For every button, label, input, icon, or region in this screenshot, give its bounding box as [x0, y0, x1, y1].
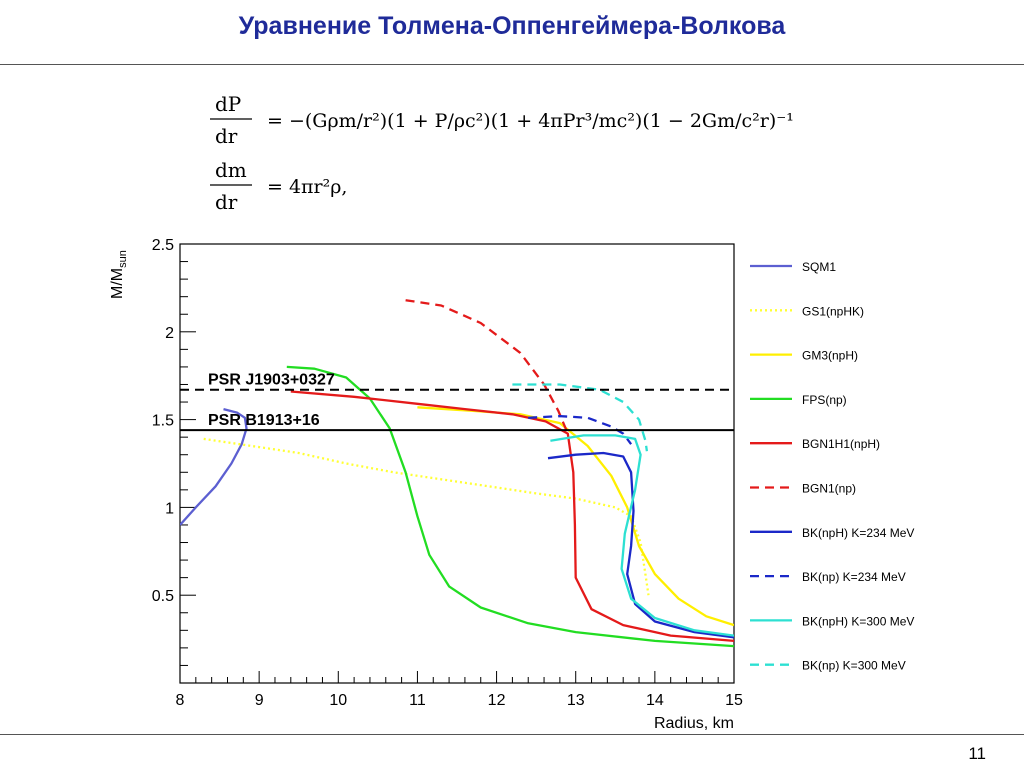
plot-frame — [179, 243, 735, 684]
legend-label-8: BK(np) K=234 MeV — [802, 570, 906, 584]
series-line-5 — [290, 390, 734, 643]
reference-line-label-1: PSR J1903+0327 — [208, 372, 335, 389]
eq1-rhs: = −(Gρm/r²)(1 + P/ρc²)(1 + 4πPr³/mc²)(1 … — [267, 110, 794, 132]
legend-label-5: BGN1H1(npH) — [802, 437, 880, 451]
x-axis-label: Radius, km — [654, 715, 734, 732]
x-tick-label: 15 — [725, 692, 743, 709]
x-tick-label: 13 — [567, 692, 585, 709]
x-tick-label: 9 — [255, 692, 264, 709]
legend-label-9: BK(npH) K=300 MeV — [802, 614, 914, 628]
eq1-lhs-den: dr — [215, 124, 238, 148]
x-tick-label: 8 — [176, 692, 185, 709]
series-line-7 — [547, 451, 734, 639]
legend-label-7: BK(npH) K=234 MeV — [802, 526, 914, 540]
x-tick-label: 14 — [646, 692, 664, 709]
y-tick-label: 0.5 — [152, 588, 174, 605]
x-tick-label: 10 — [329, 692, 347, 709]
legend-label-1: SQM1 — [802, 260, 836, 274]
series-line-9 — [550, 434, 734, 637]
title-divider — [0, 64, 1024, 65]
y-axis-label-sub: sun — [117, 250, 129, 268]
legend-label-10: BK(np) K=300 MeV — [802, 659, 906, 673]
y-tick-label: 2 — [165, 325, 174, 342]
y-tick-label: 1.5 — [152, 413, 174, 430]
y-axis-label-main: M/M — [109, 268, 126, 299]
legend-label-6: BGN1(np) — [802, 482, 856, 496]
eq2-rhs: = 4πr²ρ, — [267, 176, 347, 198]
y-tick-label: 1 — [165, 500, 174, 517]
series-line-2 — [203, 437, 650, 596]
reference-line-label-2: PSR B1913+16 — [208, 412, 320, 429]
x-tick-label: 11 — [409, 692, 426, 709]
series-line-4 — [286, 365, 734, 648]
eq2-lhs-den: dr — [215, 190, 238, 214]
series-line-6 — [405, 299, 569, 435]
eq2-lhs-num: dm — [215, 158, 247, 182]
legend-label-3: GM3(npH) — [802, 349, 858, 363]
tov-equations: dP dr = −(Gρm/r²)(1 + P/ρc²)(1 + 4πPr³/m… — [210, 92, 794, 214]
mass-radius-chart: 8 9 10 11 12 13 14 15 0.5 1 1.5 2 2.5 PSR J1903+0327… — [109, 237, 914, 732]
slide-title: Уравнение Толмена-Оппенгеймера-Волкова — [238, 12, 786, 40]
footer-divider — [0, 734, 1024, 735]
y-tick-label: 2.5 — [152, 237, 174, 254]
series-line-10 — [512, 383, 649, 452]
eq1-lhs-num: dP — [215, 92, 241, 116]
y-axis-label: M/Msun — [109, 250, 129, 299]
legend-label-4: FPS(np) — [802, 393, 847, 407]
legend-label-2: GS1(npHK) — [802, 304, 864, 318]
x-tick-label: 12 — [488, 692, 506, 709]
page-number: 11 — [968, 744, 986, 763]
series-line-1 — [180, 407, 248, 526]
